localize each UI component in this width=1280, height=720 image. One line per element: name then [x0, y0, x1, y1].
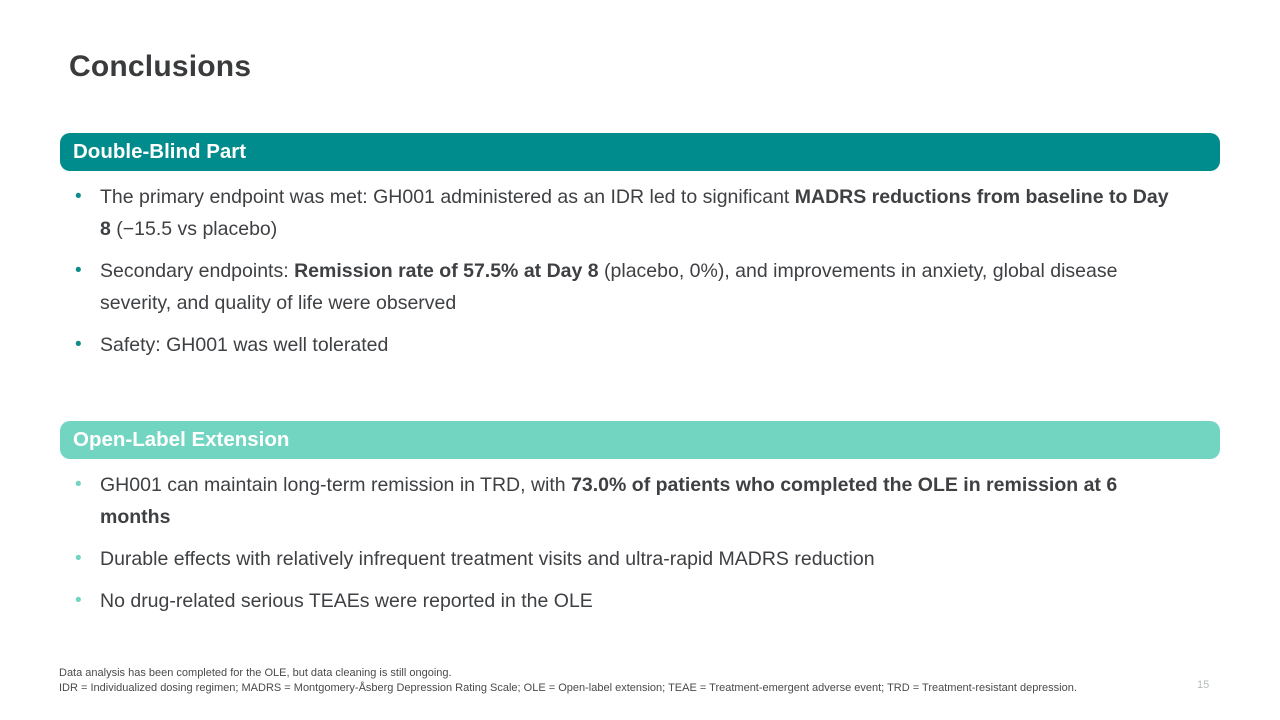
- page-title: Conclusions: [69, 50, 252, 83]
- section-header-open-label-extension: Open-Label Extension: [60, 421, 1220, 459]
- page-number: 15: [1197, 679, 1210, 691]
- text-segment: GH001 can maintain long-term remission i…: [100, 474, 572, 496]
- text-segment: (placebo, 0%), and improvements in anxie…: [100, 260, 1118, 314]
- bullet-text: No drug-related serious TEAEs were repor…: [100, 585, 593, 617]
- bullet-dot-icon: •: [75, 590, 82, 611]
- list-item: • Secondary endpoints: Remission rate of…: [60, 255, 1220, 319]
- text-segment: Secondary endpoints:: [100, 260, 295, 282]
- bullet-text: The primary endpoint was met: GH001 admi…: [100, 181, 1180, 245]
- list-item: • The primary endpoint was met: GH001 ad…: [60, 181, 1220, 245]
- bullet-list: • The primary endpoint was met: GH001 ad…: [60, 181, 1220, 361]
- list-item: • Durable effects with relatively infreq…: [60, 543, 1220, 575]
- list-item: • No drug-related serious TEAEs were rep…: [60, 585, 1220, 617]
- bullet-dot-icon: •: [75, 334, 82, 355]
- list-item: • Safety: GH001 was well tolerated: [60, 329, 1220, 361]
- bullet-dot-icon: •: [75, 474, 82, 495]
- bullet-dot-icon: •: [75, 548, 82, 569]
- bullet-text: Secondary endpoints: Remission rate of 5…: [100, 255, 1180, 319]
- text-segment-bold: MADRS reductions from baseline to Day 8: [100, 186, 1169, 240]
- text-segment: No drug-related serious TEAEs were repor…: [100, 590, 593, 612]
- section-double-blind: Double-Blind Part • The primary endpoint…: [60, 133, 1220, 371]
- footnotes: Data analysis has been completed for the…: [59, 666, 1159, 696]
- bullet-list: • GH001 can maintain long-term remission…: [60, 469, 1220, 617]
- section-header-label: Double-Blind Part: [73, 140, 247, 163]
- text-segment-bold: Remission rate of 57.5% at Day 8: [294, 260, 599, 282]
- bullet-dot-icon: •: [75, 186, 82, 207]
- bullet-text: GH001 can maintain long-term remission i…: [100, 469, 1180, 533]
- bullet-dot-icon: •: [75, 260, 82, 281]
- section-header-double-blind: Double-Blind Part: [60, 133, 1220, 171]
- text-segment: The primary endpoint was met: GH001 admi…: [100, 186, 795, 208]
- text-segment: Durable effects with relatively infreque…: [100, 548, 875, 570]
- text-segment: (−15.5 vs placebo): [110, 218, 278, 240]
- bullet-text: Durable effects with relatively infreque…: [100, 543, 875, 575]
- list-item: • GH001 can maintain long-term remission…: [60, 469, 1220, 533]
- footnote-line: IDR = Individualized dosing regimen; MAD…: [59, 682, 1077, 694]
- footnote-line: Data analysis has been completed for the…: [59, 667, 452, 679]
- section-open-label-extension: Open-Label Extension • GH001 can maintai…: [60, 421, 1220, 627]
- section-header-label: Open-Label Extension: [73, 428, 290, 451]
- bullet-text: Safety: GH001 was well tolerated: [100, 329, 388, 361]
- text-segment: Safety: GH001 was well tolerated: [100, 334, 389, 356]
- text-segment-bold: 73.0% of patients who completed the OLE …: [100, 474, 1118, 528]
